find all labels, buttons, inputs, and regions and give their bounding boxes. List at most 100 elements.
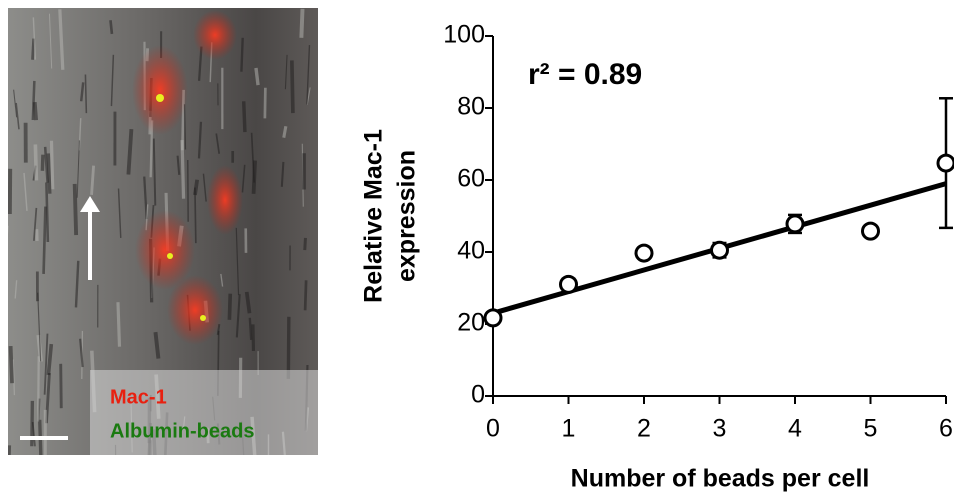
texture <box>110 54 115 107</box>
texture <box>43 146 49 183</box>
texture <box>43 333 49 395</box>
texture <box>197 121 203 159</box>
texture <box>90 165 96 195</box>
texture <box>23 172 28 212</box>
x-tick-label: 3 <box>713 415 727 443</box>
texture <box>31 38 36 60</box>
texture <box>38 419 43 455</box>
texture <box>58 9 65 70</box>
texture <box>227 293 233 320</box>
texture <box>286 316 291 379</box>
texture <box>241 164 246 193</box>
texture <box>241 101 247 133</box>
texture <box>79 82 85 102</box>
legend-beads: Albumin-beads <box>110 420 254 442</box>
texture <box>14 280 18 299</box>
texture <box>220 273 224 287</box>
y-tick-label: 20 <box>457 309 485 337</box>
texture <box>84 74 88 114</box>
texture <box>235 294 241 338</box>
texture <box>244 291 252 314</box>
point <box>785 214 805 234</box>
texture <box>183 104 187 150</box>
texture <box>37 292 42 362</box>
y-tick-label: 80 <box>457 93 485 121</box>
texture <box>143 176 148 220</box>
texture <box>109 20 114 35</box>
texture <box>284 54 288 90</box>
texture <box>49 140 55 190</box>
texture <box>13 89 18 118</box>
x-tick-label: 2 <box>637 415 651 443</box>
texture <box>76 140 80 198</box>
y-tick-label: 0 <box>471 381 485 409</box>
point <box>634 243 654 263</box>
texture <box>117 188 122 238</box>
x-axis-label: Number of beads per cell <box>571 465 870 493</box>
x-tick-label: 6 <box>939 415 953 443</box>
texture <box>8 445 12 455</box>
texture <box>303 237 307 251</box>
texture <box>45 372 51 424</box>
texture <box>176 155 181 175</box>
texture <box>40 154 45 171</box>
texture <box>59 363 63 409</box>
y-tick-label: 40 <box>457 237 485 265</box>
texture <box>282 125 288 138</box>
y-tick-label: 60 <box>457 165 485 193</box>
texture <box>248 317 253 340</box>
texture <box>240 37 244 72</box>
texture <box>37 356 40 422</box>
x-tick-label: 5 <box>864 415 878 443</box>
point <box>861 221 880 241</box>
point <box>483 308 503 328</box>
texture <box>153 331 161 359</box>
texture <box>72 183 79 236</box>
texture <box>32 17 37 60</box>
x-tick-label: 1 <box>562 415 576 443</box>
texture <box>33 144 39 181</box>
texture <box>46 153 52 194</box>
texture <box>42 206 47 274</box>
texture <box>126 128 134 175</box>
texture <box>33 207 38 241</box>
texture <box>116 302 122 347</box>
texture <box>303 280 308 311</box>
x-tick-label: 0 <box>486 415 500 443</box>
texture <box>202 173 207 202</box>
texture <box>251 160 257 194</box>
texture <box>290 60 295 114</box>
texture <box>31 80 36 121</box>
texture <box>8 345 14 384</box>
texture <box>12 359 16 396</box>
texture <box>180 140 186 199</box>
texture <box>194 187 197 244</box>
x-tick-label: 4 <box>788 415 802 443</box>
texture <box>15 102 20 130</box>
annotation: r² = 0.89 <box>528 58 642 91</box>
point <box>936 153 954 173</box>
texture <box>48 13 53 69</box>
texture <box>306 87 311 105</box>
texture <box>46 343 54 376</box>
texture <box>299 8 305 38</box>
texture <box>8 225 9 235</box>
texture <box>254 67 260 86</box>
texture <box>280 161 285 187</box>
y-axis-label: expression <box>393 150 421 282</box>
point <box>710 240 729 260</box>
texture <box>32 101 38 121</box>
legend-mac1: Mac-1 <box>110 386 167 408</box>
texture <box>215 133 221 154</box>
texture <box>306 45 311 105</box>
texture <box>79 338 84 368</box>
texture <box>74 260 80 308</box>
texture <box>251 324 256 351</box>
y-axis-label: Relative Mac-1 <box>360 129 388 303</box>
point <box>559 274 578 294</box>
texture <box>152 138 157 206</box>
texture <box>235 227 240 296</box>
microscopy-image: Mac-1 Albumin-beads <box>8 8 318 455</box>
texture <box>45 182 50 243</box>
